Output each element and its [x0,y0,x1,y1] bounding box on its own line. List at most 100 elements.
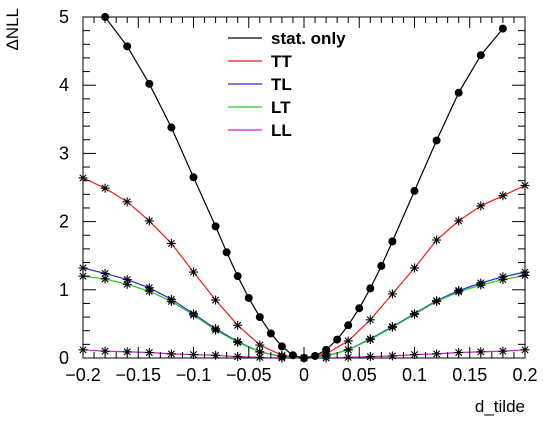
y-tick-label: 2 [59,212,69,232]
x-tick-label: 0 [299,365,309,385]
star-stroke [499,275,507,284]
star-stroke [101,184,109,192]
data-point-tt [100,183,110,193]
series-line-stat-only [104,17,504,358]
data-point-lt [387,322,397,332]
x-tick-label: 0.05 [342,365,377,385]
y-tick-label: 0 [59,348,69,368]
star-stroke [79,264,87,272]
star-stroke [388,290,396,298]
data-point-stat-only [189,173,198,182]
data-point-tt [476,201,486,211]
data-point-stat-only [355,304,364,313]
data-point-stat-only [333,335,342,344]
legend-label-ll: LL [271,121,292,140]
data-point-tt [189,267,198,277]
star-stroke [145,287,153,295]
data-point-tt [211,295,221,305]
data-point-stat-only [498,24,507,33]
star-stroke [101,347,109,355]
data-point-ll [122,347,132,357]
star-stroke [499,347,507,355]
data-point-lt [432,296,442,306]
data-point-tt [520,180,530,190]
x-axis-title: d_tilde [475,397,525,416]
data-point-stat-only [432,136,441,145]
star-stroke [123,280,131,288]
x-tick-label: −0.1 [176,365,212,385]
star-stroke [455,288,463,296]
data-point-stat-only [233,272,242,281]
x-tick-label: 0.15 [452,365,487,385]
x-tick-label: −0.2 [65,365,101,385]
data-point-stat-only [222,248,231,257]
star-stroke [234,321,242,329]
legend-label-stat-only: stat. only [271,29,346,48]
data-point-stat-only [476,51,485,60]
x-tick-label: −0.05 [226,365,272,385]
data-point-stat-only [377,261,386,270]
data-point-lt [211,325,221,335]
y-tick-label: 1 [59,280,69,300]
star-stroke [145,217,153,225]
star-stroke [344,337,352,345]
data-point-tt [233,320,243,330]
star-stroke [477,202,485,210]
star-stroke [477,348,485,356]
data-point-tt [343,336,353,346]
star-stroke [256,341,264,349]
star-stroke [167,239,175,247]
y-tick-label: 5 [59,7,69,27]
data-point-lt [498,275,508,285]
y-axis-title: ΔNLL [3,8,22,51]
star-stroke [189,311,198,319]
star-stroke [101,269,109,278]
x-tick-label: 0.1 [402,365,427,385]
star-stroke [410,264,419,272]
star-stroke [344,346,352,354]
data-point-tt [255,340,265,350]
data-point-tt [454,216,464,226]
data-point-tt [432,235,442,245]
data-point-stat-only [145,79,154,88]
legend: stat. only TT TL LT LL [228,29,346,140]
series-line-tl [83,267,525,358]
data-point-lt [365,335,375,345]
data-point-tt [387,289,397,299]
data-point-lt [122,279,132,289]
data-point-lt [410,309,419,319]
data-point-tt [166,238,176,248]
star-stroke [521,181,529,190]
star-stroke [477,281,485,289]
data-point-tl [78,263,88,273]
data-point-stat-only [344,321,353,330]
data-point-lt [255,347,265,357]
data-point-stat-only [454,88,463,97]
star-stroke [79,174,87,182]
data-point-lt [233,337,243,347]
data-point-stat-only [366,284,375,293]
legend-label-tl: TL [271,75,292,94]
x-tick-label: −0.15 [115,365,161,385]
data-point-stat-only [123,42,132,51]
star-stroke [123,198,131,206]
data-point-tt [410,263,419,273]
star-stroke [189,268,198,276]
star-stroke [366,336,374,344]
star-stroke [123,348,131,356]
data-point-stat-only [388,237,397,246]
data-point-lt [144,286,154,296]
star-stroke [212,296,220,304]
data-point-stat-only [277,342,286,351]
data-point-stat-only [211,222,220,231]
series-line-ll [83,349,525,358]
data-point-lt [100,274,110,284]
star-stroke [366,316,374,324]
data-point-stat-only [322,345,331,354]
data-point-lt [454,287,464,297]
star-stroke [256,348,264,356]
data-point-lt [189,310,198,320]
data-point-tt [144,216,154,226]
star-stroke [410,310,419,318]
data-point-lt [166,296,176,306]
